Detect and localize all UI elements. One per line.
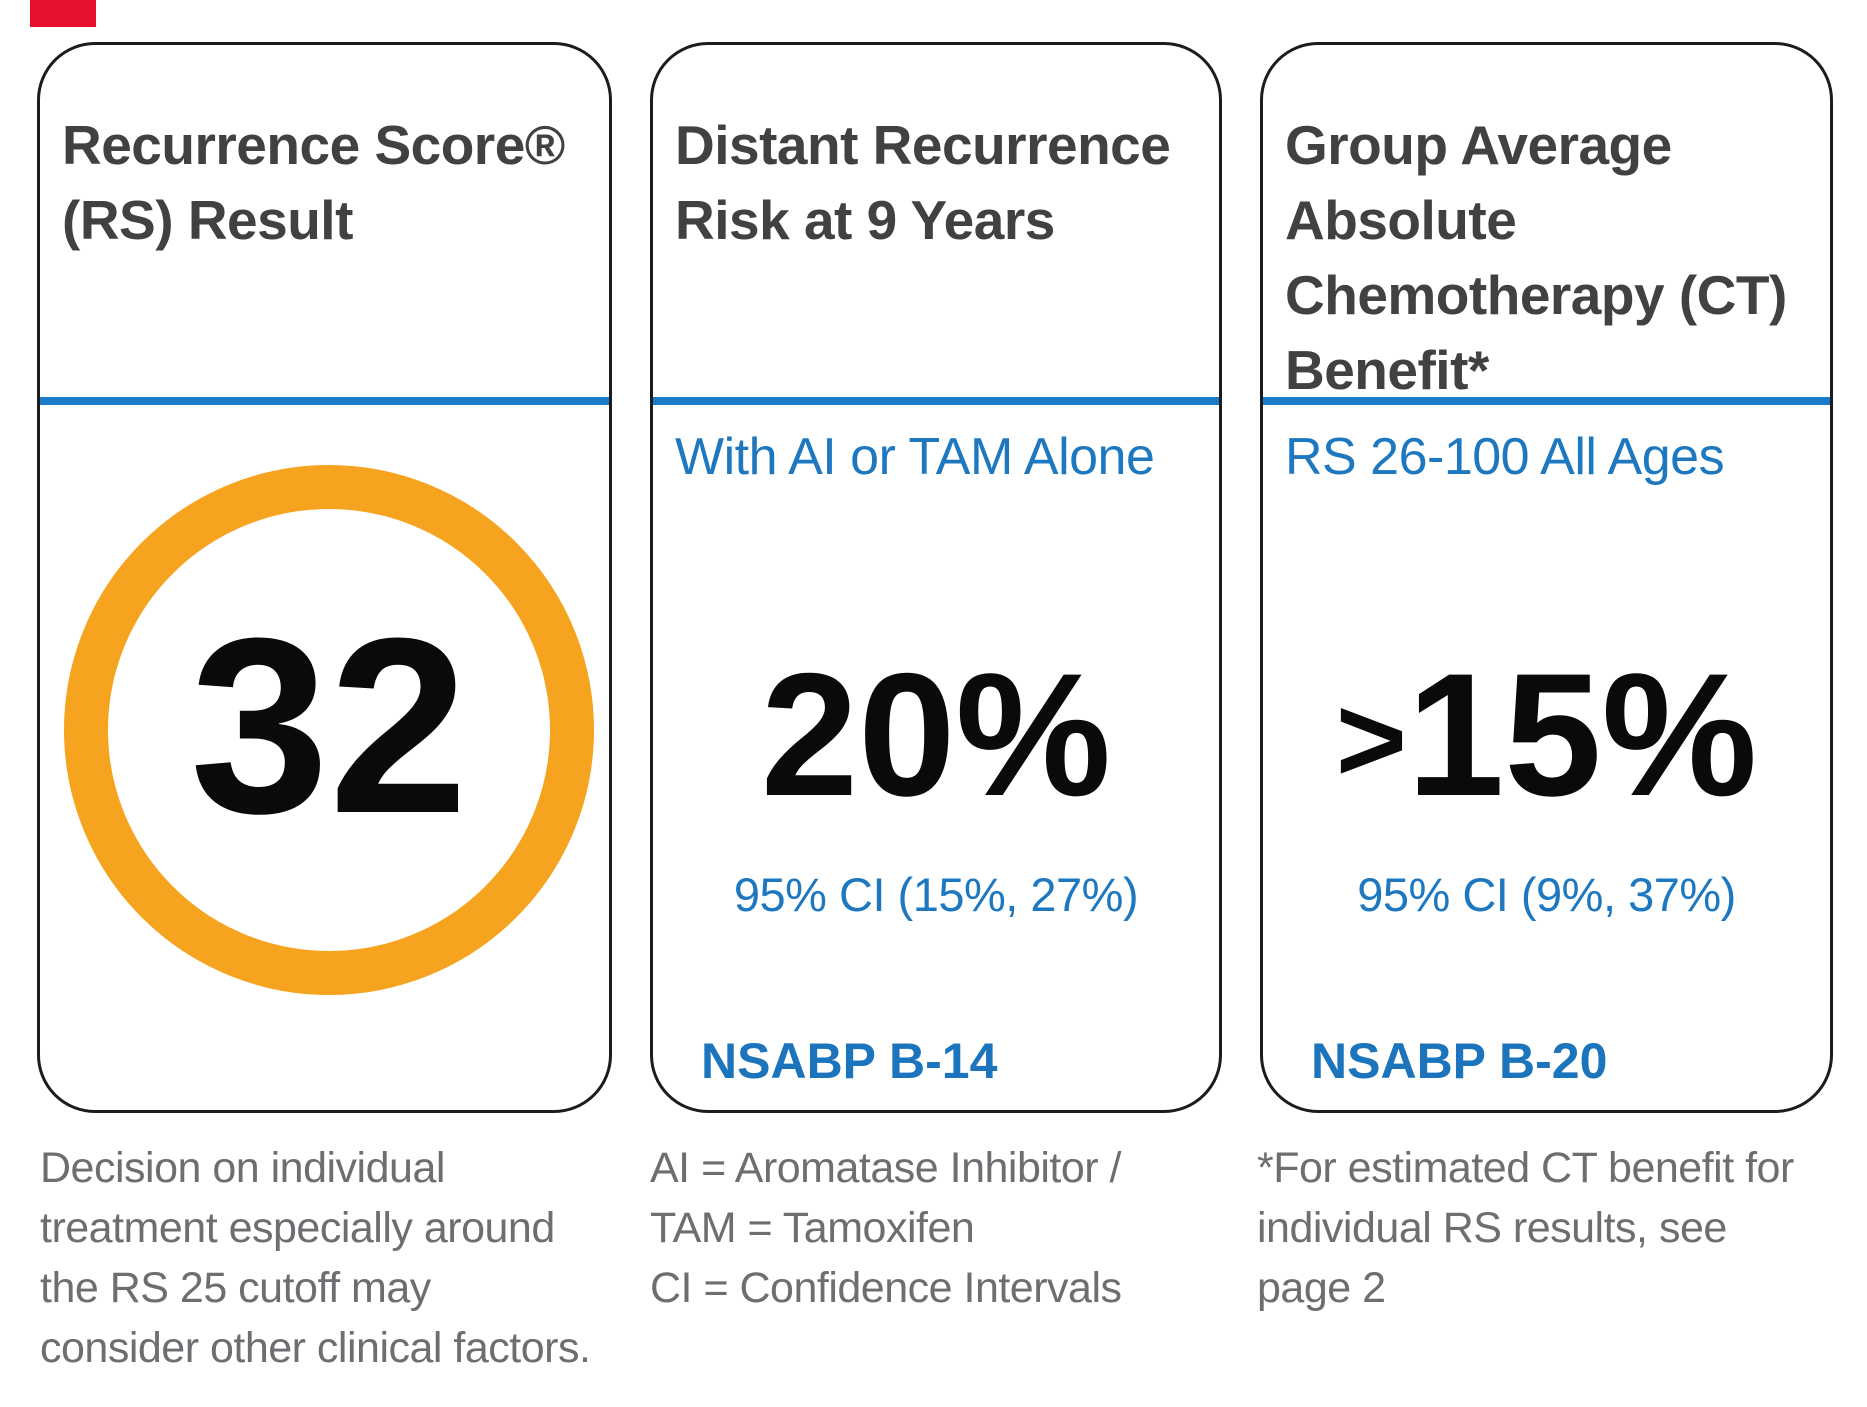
footnote-ct-benefit: *For estimated CT benefit for individual… [1257,1138,1794,1318]
card-heading: Distant Recurrence Risk at 9 Years [675,108,1205,258]
benefit-value: >15% [1263,648,1830,827]
card-chemotherapy-benefit: Group Average Absolute Chemotherapy (CT)… [1260,42,1833,1113]
footnote-line: TAM = Tamoxifen [650,1204,975,1252]
blue-divider [40,397,609,405]
heading-line: Risk at 9 Years [675,189,1055,251]
risk-value: 20% [653,648,1219,827]
footnote-line: *For estimated CT benefit for [1257,1144,1794,1192]
score-ring: 32 [64,465,594,995]
heading-line: Group Average [1285,114,1672,176]
footnote-line: consider other clinical factors. [40,1324,591,1372]
group-subtitle: RS 26-100 All Ages [1285,428,1725,486]
heading-line: Distant Recurrence [675,114,1171,176]
card-distant-recurrence-risk: Distant Recurrence Risk at 9 Years With … [650,42,1222,1113]
card-heading: Group Average Absolute Chemotherapy (CT)… [1285,108,1816,408]
footnote-line: page 2 [1257,1264,1386,1312]
treatment-subtitle: With AI or TAM Alone [675,428,1155,486]
blue-divider [653,397,1219,405]
heading-line: Benefit* [1285,339,1489,401]
confidence-interval: 95% CI (15%, 27%) [733,868,1139,921]
recurrence-score-value: 32 [189,586,469,865]
benefit-value-number: 15% [1406,638,1758,833]
study-label: NSABP B-14 [701,1033,998,1089]
card-recurrence-score: Recurrence Score® (RS) Result 32 [37,42,612,1113]
heading-line: Chemotherapy (CT) [1285,264,1787,326]
footnote-line: individual RS results, see [1257,1204,1727,1252]
heading-line: Recurrence Score® [62,114,565,176]
footnote-line: CI = Confidence Intervals [650,1264,1122,1312]
card-heading: Recurrence Score® (RS) Result [62,108,595,258]
footnote-abbreviations: AI = Aromatase Inhibitor / TAM = Tamoxif… [650,1138,1122,1318]
red-brand-mark [30,0,96,27]
footnote-line: the RS 25 cutoff may [40,1264,431,1312]
heading-line: Absolute [1285,189,1517,251]
benefit-value-prefix: > [1335,671,1407,807]
footnote-line: AI = Aromatase Inhibitor / [650,1144,1122,1192]
footnote-line: Decision on individual [40,1144,445,1192]
study-label: NSABP B-20 [1311,1033,1608,1089]
confidence-interval: 95% CI (9%, 37%) [1357,868,1736,921]
footnote-recurrence-score: Decision on individual treatment especia… [40,1138,591,1378]
blue-divider [1263,397,1830,405]
heading-line: (RS) Result [62,189,353,251]
footnote-line: treatment especially around [40,1204,555,1252]
risk-value-number: 20% [760,638,1112,833]
